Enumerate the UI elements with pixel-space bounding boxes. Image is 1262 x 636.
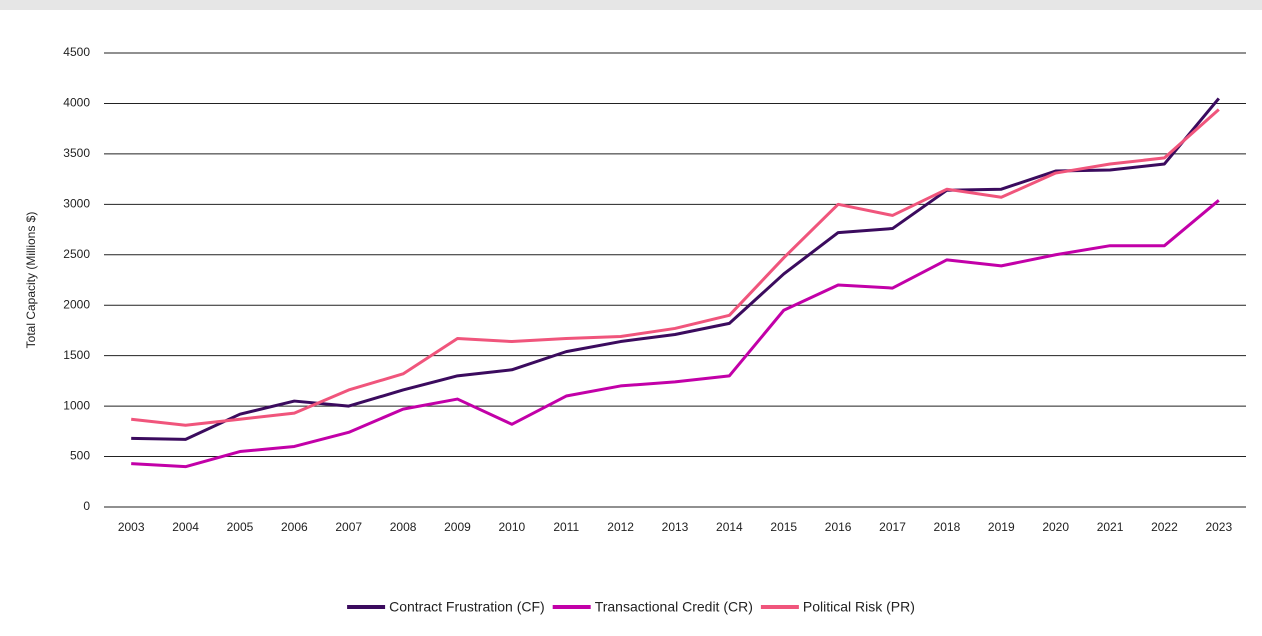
x-tick-label: 2005 [227,520,254,534]
x-tick-label: 2009 [444,520,471,534]
y-tick-label: 1500 [63,348,90,362]
top-bar [0,0,1262,10]
x-tick-label: 2010 [499,520,526,534]
x-tick-label: 2020 [1042,520,1069,534]
y-tick-label: 2500 [63,247,90,261]
x-tick-label: 2008 [390,520,417,534]
y-tick-label: 4500 [63,45,90,59]
x-tick-label: 2006 [281,520,308,534]
x-tick-label: 2023 [1205,520,1232,534]
legend-label: Contract Frustration (CF) [389,599,545,615]
x-tick-label: 2015 [770,520,797,534]
x-tick-label: 2019 [988,520,1015,534]
x-tick-label: 2014 [716,520,743,534]
y-tick-label: 1000 [63,398,90,412]
x-tick-label: 2007 [335,520,362,534]
line-series [131,199,1220,469]
legend-label: Political Risk (PR) [803,599,915,615]
x-tick-label: 2004 [172,520,199,534]
x-tick-label: 2003 [118,520,145,534]
y-tick-label: 3000 [63,197,90,211]
y-tick-label: 500 [70,449,90,463]
y-tick-label: 2000 [63,297,90,311]
x-tick-label: 2012 [607,520,634,534]
x-tick-label: 2022 [1151,520,1178,534]
y-axis-label: Total Capacity (Millions $) [24,212,38,349]
x-tick-label: 2021 [1097,520,1124,534]
x-tick-label: 2018 [934,520,961,534]
x-tick-label: 2017 [879,520,906,534]
y-tick-label: 4000 [63,96,90,110]
line-series [131,97,1220,441]
legend-label: Transactional Credit (CR) [595,599,753,615]
x-tick-label: 2013 [662,520,689,534]
y-tick-label: 0 [83,499,90,513]
x-tick-label: 2016 [825,520,852,534]
x-tick-label: 2011 [553,520,579,534]
y-tick-label: 3500 [63,146,90,160]
line-series [131,108,1220,427]
